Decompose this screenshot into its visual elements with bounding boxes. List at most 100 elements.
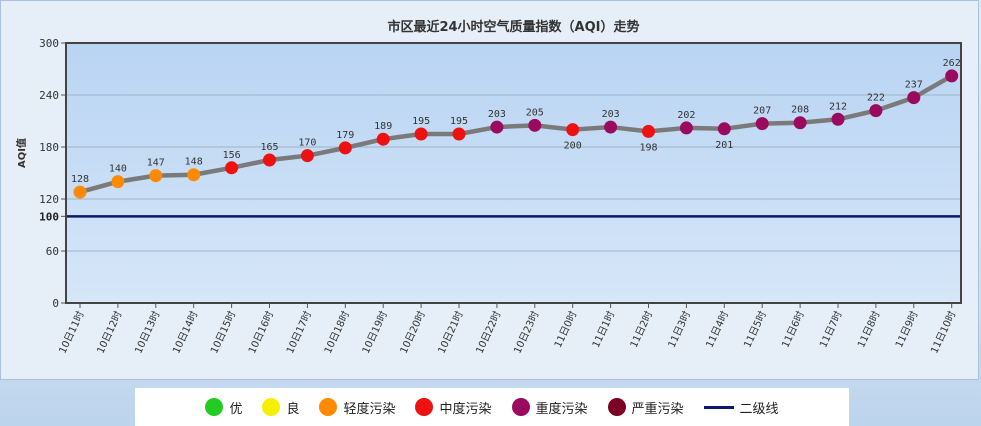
data-label: 156 xyxy=(223,150,241,161)
data-label: 222 xyxy=(867,93,885,104)
data-point xyxy=(679,121,693,135)
x-tick-label: 10日18时 xyxy=(322,309,352,355)
x-tick-label: 10日19时 xyxy=(360,309,390,355)
data-label: 198 xyxy=(639,142,657,153)
data-point xyxy=(225,161,239,175)
x-tick-label: 11日7时 xyxy=(817,309,844,350)
legend-label: 严重污染 xyxy=(631,401,684,417)
chart-title: 市区最近24小时空气质量指数（AQI）走势 xyxy=(387,19,639,35)
x-tick-label: 11日5时 xyxy=(742,309,769,350)
x-tick-label: 11日0时 xyxy=(552,309,579,350)
x-tick-label: 10日11时 xyxy=(57,309,87,355)
x-tick-label: 10日20时 xyxy=(398,309,428,355)
aqi-line-chart: 市区最近24小时空气质量指数（AQI）走势 0 60 120 180 240 300 100 A… xyxy=(15,19,962,355)
x-tick-label: 11日3时 xyxy=(666,309,693,350)
data-label: 205 xyxy=(526,107,544,118)
y-tick-label: 180 xyxy=(39,141,59,154)
x-tick-label: 10日21时 xyxy=(436,309,466,355)
legend-item: 优 xyxy=(205,398,242,417)
data-point xyxy=(755,117,769,131)
data-label: 212 xyxy=(829,101,847,112)
legend-dot-swatch xyxy=(262,398,281,416)
data-point xyxy=(490,120,504,134)
data-point xyxy=(907,91,921,105)
y-tick-label: 120 xyxy=(39,193,59,206)
data-label: 237 xyxy=(905,80,923,91)
legend-item: 二级线 xyxy=(703,398,779,417)
data-point xyxy=(528,118,542,132)
data-label: 195 xyxy=(450,116,468,127)
legend-label: 二级线 xyxy=(739,401,779,417)
data-label: 128 xyxy=(71,174,89,185)
data-label: 165 xyxy=(260,142,278,153)
legend-dot-swatch xyxy=(415,398,434,416)
legend-label: 良 xyxy=(286,401,300,417)
data-point xyxy=(149,169,163,183)
x-tick-label: 11日4时 xyxy=(704,309,731,350)
data-label: 262 xyxy=(943,58,961,69)
data-point xyxy=(869,104,883,118)
legend-label: 重度污染 xyxy=(535,401,588,417)
data-label: 195 xyxy=(412,116,430,127)
x-tick-label: 10日22时 xyxy=(474,309,504,355)
data-point xyxy=(604,120,618,134)
legend-dot-swatch xyxy=(607,398,626,416)
data-label: 207 xyxy=(753,106,771,117)
data-point xyxy=(376,132,390,146)
data-label: 140 xyxy=(109,164,127,175)
x-tick-label: 11日2时 xyxy=(628,309,655,350)
data-label: 179 xyxy=(336,130,354,141)
legend: 优 良 轻度污染 中度污染 重度污染 严重污染 二级线 xyxy=(135,388,849,426)
x-tick-label: 10日16时 xyxy=(246,309,276,355)
legend-item: 重度污染 xyxy=(511,398,588,417)
data-label: 170 xyxy=(298,138,316,149)
y-tick-label: 240 xyxy=(39,89,59,102)
data-label: 201 xyxy=(715,140,733,151)
data-point xyxy=(831,112,845,126)
x-tick-label: 10日14时 xyxy=(170,309,200,355)
data-label: 148 xyxy=(185,157,203,168)
y-tick-label: 60 xyxy=(46,245,59,258)
x-tick-label: 10日23时 xyxy=(511,309,541,355)
data-point xyxy=(793,116,807,130)
data-label: 203 xyxy=(602,109,620,120)
reference-line-label: 100 xyxy=(39,210,59,223)
x-tick-label: 11日6时 xyxy=(779,309,806,350)
data-point xyxy=(642,124,655,138)
data-point xyxy=(452,127,466,141)
data-point xyxy=(300,149,314,163)
data-label: 147 xyxy=(147,158,165,169)
x-tick-label: 10日12时 xyxy=(95,309,125,355)
y-axis-label: AQI值 xyxy=(15,138,28,168)
data-label: 189 xyxy=(374,121,392,132)
legend-dot-swatch xyxy=(511,398,530,416)
legend-dot-swatch xyxy=(319,398,338,416)
data-label: 202 xyxy=(677,110,695,121)
x-tick-label: 10日17时 xyxy=(284,309,314,355)
legend-item: 严重污染 xyxy=(607,398,684,417)
data-point xyxy=(111,175,125,189)
legend-item: 中度污染 xyxy=(415,398,492,417)
x-tick-label: 11日1时 xyxy=(590,309,617,350)
x-tick-label: 11日8时 xyxy=(855,309,882,350)
data-point xyxy=(566,123,580,137)
x-tick-label: 10日15时 xyxy=(208,309,238,355)
data-point xyxy=(338,141,352,155)
data-label: 200 xyxy=(564,141,582,152)
chart-panel: 市区最近24小时空气质量指数（AQI）走势 0 60 120 180 240 300 100 A… xyxy=(0,0,979,380)
legend-dot-swatch xyxy=(205,398,224,416)
data-point xyxy=(73,185,87,199)
data-point xyxy=(717,122,731,136)
y-tick-label: 300 xyxy=(39,37,59,50)
data-point xyxy=(187,168,201,182)
x-tick-label: 11日10时 xyxy=(928,309,958,355)
legend-item: 良 xyxy=(262,398,299,417)
data-point xyxy=(414,127,428,141)
data-point xyxy=(263,153,276,167)
legend-item: 轻度污染 xyxy=(319,398,395,417)
legend-line-swatch xyxy=(703,405,734,409)
data-label: 203 xyxy=(488,109,506,120)
data-point xyxy=(945,69,959,83)
legend-label: 优 xyxy=(229,401,243,417)
data-label: 208 xyxy=(791,105,809,116)
